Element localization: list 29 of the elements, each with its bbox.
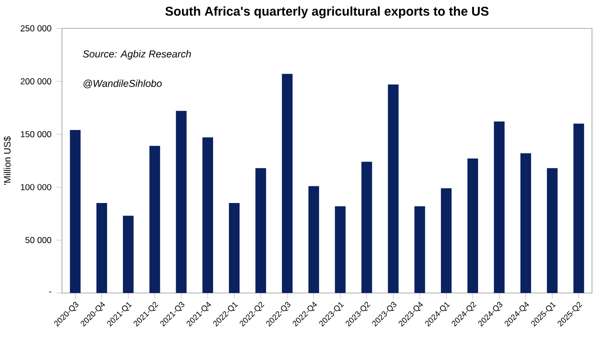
bar (388, 84, 399, 293)
bar (96, 203, 108, 293)
bar (467, 158, 478, 293)
bar (440, 188, 452, 293)
bar (414, 206, 426, 293)
bar (494, 122, 505, 293)
bar (334, 206, 346, 293)
bar (228, 203, 240, 293)
bar (520, 153, 532, 293)
y-tick-label: 50 000 (25, 237, 52, 244)
bar (202, 137, 214, 293)
bar (122, 216, 134, 293)
bar (573, 124, 584, 293)
y-tick-label: 200 000 (20, 78, 52, 84)
chart-title: South Africa's quarterly agricultural exports to the US (165, 6, 488, 18)
bar (176, 110, 187, 293)
y-tick-label: 100 000 (20, 184, 52, 190)
y-axis-title: 'Million US$ (4, 136, 12, 185)
bar (282, 74, 293, 293)
bar (255, 168, 266, 293)
bar (70, 130, 81, 293)
bar (546, 168, 558, 293)
bar (149, 146, 160, 293)
bar (308, 186, 320, 293)
y-tick-label: 250 000 (20, 25, 52, 32)
bar (361, 162, 372, 293)
annotation: @WandileSihlobo (84, 80, 162, 88)
annotation: Source: Agbiz Research (82, 50, 191, 60)
y-tick-label: 150 000 (20, 131, 52, 138)
